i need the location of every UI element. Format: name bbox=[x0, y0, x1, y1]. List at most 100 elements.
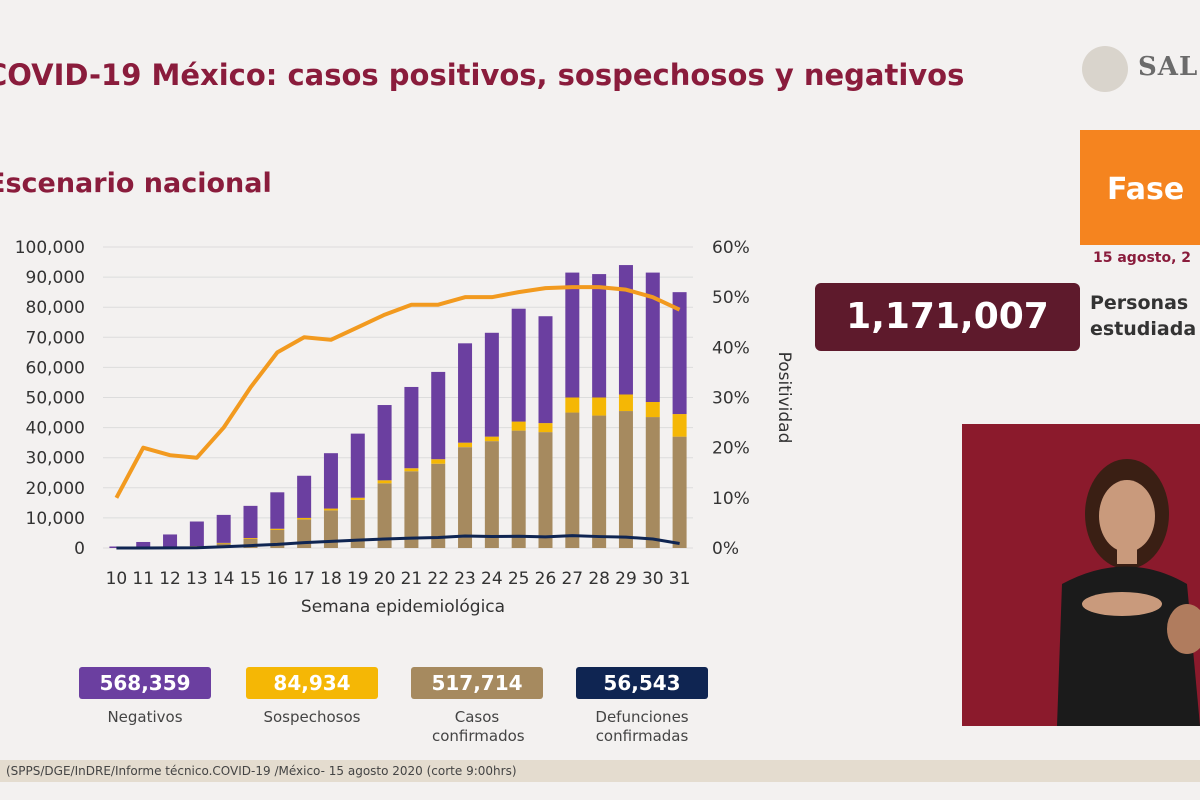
bar bbox=[511, 421, 526, 431]
y2-tick-label: 10% bbox=[712, 489, 750, 509]
x-tick-label: 14 bbox=[213, 569, 235, 589]
y2-tick-label: 60% bbox=[712, 238, 750, 258]
bar bbox=[216, 514, 231, 543]
bar bbox=[404, 386, 419, 469]
y-tick-label: 70,000 bbox=[26, 328, 85, 348]
x-tick-label: 19 bbox=[347, 569, 369, 589]
bar bbox=[645, 417, 660, 548]
line bbox=[116, 534, 680, 550]
bar bbox=[377, 483, 392, 548]
y2-tick-label: 30% bbox=[712, 389, 750, 409]
bar bbox=[592, 415, 607, 548]
x-tick-label: 17 bbox=[293, 569, 315, 589]
bar bbox=[404, 471, 419, 548]
title: COVID-19 México: casos positivos, sospec… bbox=[0, 58, 965, 92]
y-tick-label: 30,000 bbox=[26, 449, 85, 469]
x-tick-label: 31 bbox=[669, 569, 691, 589]
bar bbox=[672, 292, 687, 415]
x-tick-label: 20 bbox=[374, 569, 396, 589]
x-tick-label: 25 bbox=[508, 569, 530, 589]
x-tick-label: 24 bbox=[481, 569, 503, 589]
x-tick-label: 12 bbox=[159, 569, 181, 589]
bar bbox=[431, 459, 446, 464]
people-label: Personas bbox=[1090, 292, 1189, 314]
logo-emblem bbox=[1082, 46, 1128, 92]
bar bbox=[243, 538, 258, 539]
y-tick-label: 80,000 bbox=[26, 298, 85, 318]
bar bbox=[565, 412, 580, 548]
bar bbox=[484, 441, 499, 548]
bar bbox=[350, 497, 365, 500]
bar bbox=[377, 405, 392, 481]
bar bbox=[458, 442, 473, 448]
summary-value: 517,714 bbox=[411, 667, 543, 699]
bar bbox=[377, 480, 392, 484]
bar bbox=[645, 402, 660, 418]
bar bbox=[565, 272, 580, 398]
x-tick-label: 26 bbox=[535, 569, 557, 589]
summary-label: Defunciones confirmadas bbox=[595, 708, 689, 745]
interpreter-figure bbox=[1057, 459, 1200, 726]
bar bbox=[297, 519, 312, 548]
y-tick-label: 50,000 bbox=[26, 389, 85, 409]
bar bbox=[350, 499, 365, 548]
x-tick-label: 11 bbox=[132, 569, 154, 589]
bar bbox=[618, 265, 633, 395]
bar bbox=[458, 343, 473, 443]
x-tick-label: 10 bbox=[106, 569, 128, 589]
bar bbox=[672, 414, 687, 437]
summary-value: 568,359 bbox=[79, 667, 211, 699]
bar bbox=[565, 397, 580, 413]
y2-tick-label: 20% bbox=[712, 439, 750, 459]
x-tick-label: 28 bbox=[588, 569, 610, 589]
bar bbox=[297, 475, 312, 518]
bar bbox=[350, 433, 365, 498]
line bbox=[114, 285, 681, 499]
x-tick-label: 30 bbox=[642, 569, 664, 589]
bar bbox=[538, 423, 553, 433]
x-tick-label: 18 bbox=[320, 569, 342, 589]
bar bbox=[484, 436, 499, 442]
summary-value: 56,543 bbox=[576, 667, 708, 699]
chart: 0 10,000 20,000 30,000 40,000 50,000 60,000 70,… bbox=[15, 238, 794, 617]
bar bbox=[645, 272, 660, 403]
date: 15 agosto, 2 bbox=[1093, 250, 1192, 266]
x-tick-label: 16 bbox=[266, 569, 288, 589]
bar bbox=[270, 492, 285, 529]
x-tick-label: 23 bbox=[454, 569, 476, 589]
summary-label: Casos confirmados bbox=[432, 708, 525, 745]
bar bbox=[431, 463, 446, 548]
bar bbox=[243, 538, 258, 548]
bar bbox=[163, 534, 178, 547]
y-tick-label: 90,000 bbox=[26, 268, 85, 288]
bar bbox=[216, 542, 231, 544]
y2-tick-label: 50% bbox=[712, 288, 750, 308]
y-tick-label: 100,000 bbox=[15, 238, 85, 258]
footer-text: (SPPS/DGE/InDRE/Informe técnico.COVID-19… bbox=[6, 764, 517, 778]
bar bbox=[458, 447, 473, 548]
x-axis-label: Semana epidemiológica bbox=[301, 597, 505, 617]
bar bbox=[243, 505, 258, 539]
logo-text: SAL bbox=[1138, 52, 1199, 82]
x-tick-label: 21 bbox=[401, 569, 423, 589]
interpreter-video bbox=[962, 424, 1200, 726]
x-tick-label: 15 bbox=[240, 569, 262, 589]
bar bbox=[323, 453, 338, 509]
bar bbox=[484, 332, 499, 437]
bar bbox=[618, 394, 633, 412]
x-tick-label: 27 bbox=[561, 569, 583, 589]
bar bbox=[270, 528, 285, 530]
bar bbox=[592, 274, 607, 398]
bar bbox=[511, 430, 526, 548]
y2-tick-label: 40% bbox=[712, 338, 750, 358]
bar bbox=[538, 316, 553, 424]
summary-label: Sospechosos bbox=[263, 708, 361, 726]
bar bbox=[672, 436, 687, 548]
bar bbox=[538, 432, 553, 548]
summary-value: 84,934 bbox=[246, 667, 378, 699]
bar bbox=[511, 308, 526, 422]
bar bbox=[297, 517, 312, 520]
bar bbox=[618, 411, 633, 548]
x-tick-label: 13 bbox=[186, 569, 208, 589]
y-tick-label: 0 bbox=[74, 539, 85, 559]
